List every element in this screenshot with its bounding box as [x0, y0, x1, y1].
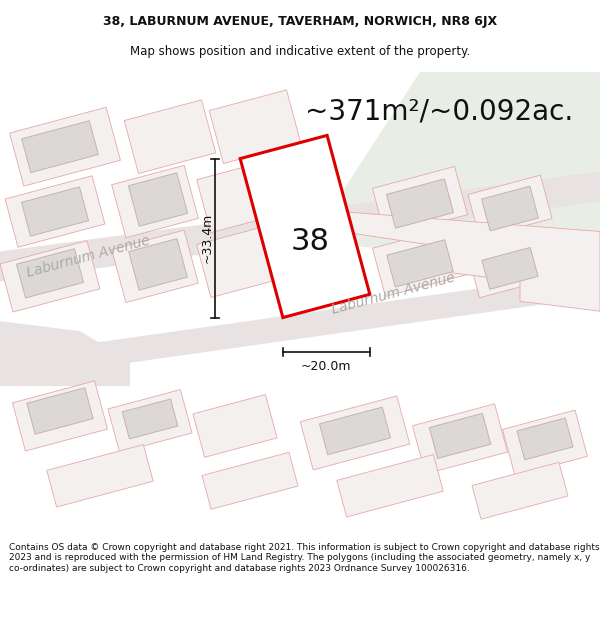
- Polygon shape: [337, 454, 443, 517]
- Polygon shape: [112, 166, 199, 238]
- Polygon shape: [22, 187, 89, 236]
- Text: Map shows position and indicative extent of the property.: Map shows position and indicative extent…: [130, 45, 470, 58]
- Polygon shape: [472, 462, 568, 519]
- Polygon shape: [310, 72, 600, 271]
- Polygon shape: [193, 394, 277, 458]
- Polygon shape: [122, 399, 178, 439]
- Polygon shape: [209, 90, 301, 164]
- Polygon shape: [300, 396, 410, 470]
- Polygon shape: [197, 161, 283, 232]
- Text: ~20.0m: ~20.0m: [301, 360, 352, 373]
- Polygon shape: [47, 444, 153, 507]
- Polygon shape: [387, 240, 453, 287]
- Polygon shape: [482, 248, 538, 289]
- Text: Laburnum Avenue: Laburnum Avenue: [25, 233, 151, 279]
- Polygon shape: [429, 413, 491, 458]
- Polygon shape: [202, 452, 298, 509]
- Polygon shape: [128, 173, 188, 226]
- Polygon shape: [340, 211, 600, 311]
- Polygon shape: [468, 235, 552, 298]
- Polygon shape: [0, 172, 600, 281]
- Polygon shape: [412, 404, 508, 474]
- Text: Contains OS data © Crown copyright and database right 2021. This information is : Contains OS data © Crown copyright and d…: [9, 543, 599, 572]
- Text: Laburnum Avenue: Laburnum Avenue: [330, 270, 457, 316]
- Polygon shape: [108, 389, 192, 452]
- Polygon shape: [373, 166, 467, 237]
- Polygon shape: [319, 407, 391, 455]
- Polygon shape: [386, 179, 454, 228]
- Polygon shape: [503, 410, 587, 476]
- Polygon shape: [373, 226, 467, 296]
- Polygon shape: [0, 321, 130, 386]
- Polygon shape: [517, 418, 573, 460]
- Polygon shape: [5, 176, 105, 248]
- Text: 38, LABURNUM AVENUE, TAVERHAM, NORWICH, NR8 6JX: 38, LABURNUM AVENUE, TAVERHAM, NORWICH, …: [103, 15, 497, 28]
- Polygon shape: [13, 381, 107, 451]
- Polygon shape: [22, 121, 98, 172]
- Polygon shape: [197, 225, 283, 298]
- Polygon shape: [27, 388, 93, 434]
- Polygon shape: [0, 271, 600, 381]
- Polygon shape: [16, 249, 83, 298]
- Polygon shape: [468, 175, 552, 238]
- Text: ~33.4m: ~33.4m: [200, 213, 214, 263]
- Polygon shape: [10, 107, 121, 186]
- Polygon shape: [240, 136, 370, 318]
- Polygon shape: [0, 241, 100, 312]
- Polygon shape: [482, 186, 538, 231]
- Text: 38: 38: [290, 227, 329, 256]
- Polygon shape: [124, 100, 216, 174]
- Text: ~371m²/~0.092ac.: ~371m²/~0.092ac.: [305, 98, 573, 126]
- Polygon shape: [112, 230, 199, 302]
- Polygon shape: [128, 239, 187, 290]
